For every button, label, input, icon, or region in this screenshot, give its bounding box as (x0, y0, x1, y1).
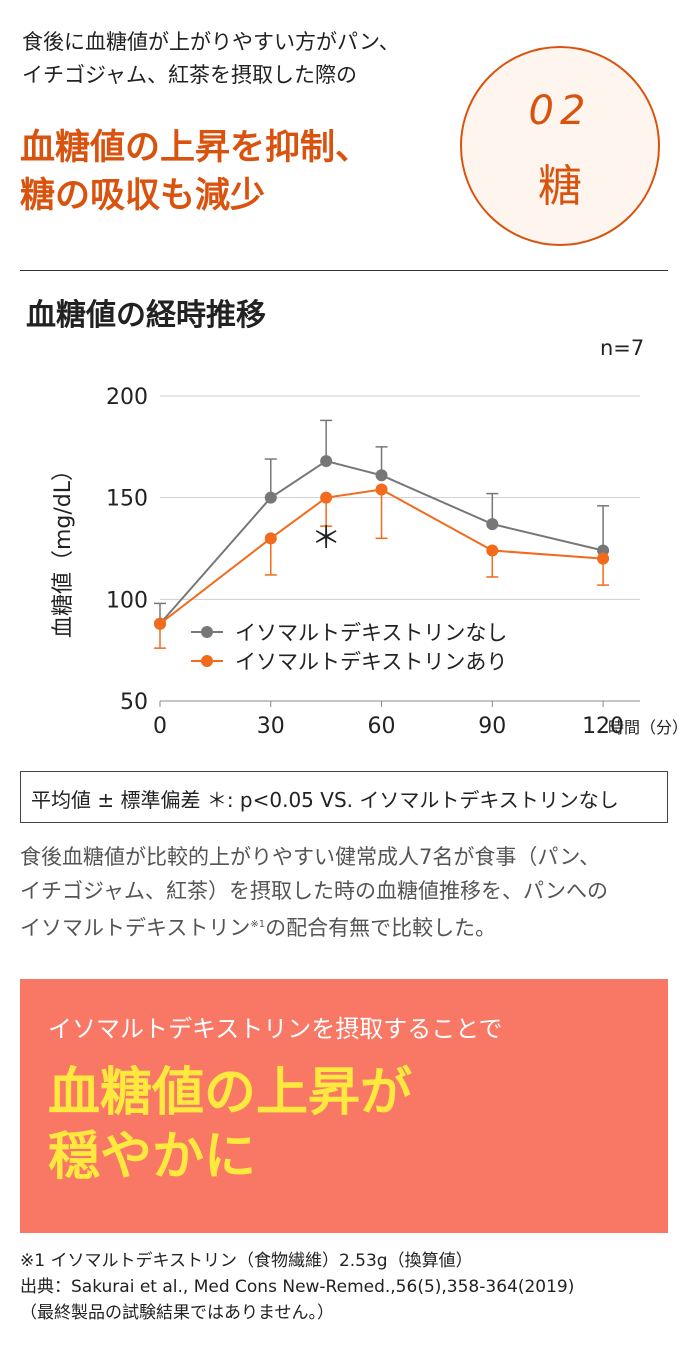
data-point (375, 469, 388, 482)
callout-main-line-1: 血糖値の上昇が (48, 1063, 413, 1123)
legend-label: イソマルトデキストリンなし (235, 621, 507, 645)
description-line-3: イソマルトデキストリン※1の配合有無で比較した。 (20, 908, 680, 945)
headline: 血糖値の上昇を抑制、 糖の吸収も減少 (20, 124, 450, 220)
callout-box: イソマルトデキストリンを摂取することで 血糖値の上昇が 穏やかに (20, 979, 668, 1233)
legend-note: 平均値 ± 標準偏差 ＊: p<0.05 VS. イソマルトデキストリンなし (31, 788, 619, 812)
data-point (264, 491, 277, 504)
data-point (597, 552, 610, 565)
sample-size-label: n=7 (600, 336, 645, 360)
legend-swatch-marker (201, 626, 213, 638)
x-tick-label: 0 (153, 714, 167, 739)
series-2 (154, 483, 610, 649)
callout-main-line-2: 穏やかに (48, 1127, 257, 1187)
data-point (264, 532, 277, 545)
significance-marker: ＊ (311, 521, 341, 556)
x-tick-label: 60 (368, 714, 396, 739)
footnote-ref: ※1 (250, 919, 266, 930)
category-badge: 02 糖 (460, 46, 660, 246)
series-line (159, 459, 604, 625)
badge-number: 02 (528, 88, 592, 134)
chart-title: 血糖値の経時推移 (26, 298, 266, 333)
badge-label: 糖 (538, 161, 582, 212)
x-tick-label: 120 (582, 714, 624, 739)
intro-text: 食後に血糖値が上がりやすい方がパン、 イチゴジャム、紅茶を摂取した際の (22, 26, 502, 92)
footnote-1: ※1 イソマルトデキストリン（食物繊維）2.53g（換算値） (20, 1251, 473, 1271)
blood-glucose-chart: 0 30 60 90 120 50 100 150 200 血糖値（mg/dL） 時間（分） ＊ イソマ… (51, 385, 688, 739)
x-axis-label: 時間（分） (608, 718, 688, 737)
description-line-3-a: イソマルトデキストリン (20, 916, 251, 940)
data-point (486, 544, 499, 557)
description: 食後血糖値が比較的上がりやすい健常成人7名が食事（パン、 イチゴジャム、紅茶）を… (20, 840, 680, 945)
legend-label: イソマルトデキストリンあり (235, 650, 507, 674)
y-tick-label: 200 (106, 385, 148, 410)
legend-swatch-marker (201, 655, 213, 667)
legend-note-box: 平均値 ± 標準偏差 ＊: p<0.05 VS. イソマルトデキストリンなし (20, 771, 668, 823)
y-tick-label: 50 (120, 690, 148, 715)
callout-subtitle: イソマルトデキストリンを摂取することで (48, 1015, 503, 1043)
description-line-2: イチゴジャム、紅茶）を摂取した時の血糖値推移を、パンへの (20, 879, 608, 903)
series-line (159, 488, 604, 625)
footnote-source: 出典：Sakurai et al., Med Cons New-Remed.,5… (20, 1277, 575, 1297)
data-point (320, 491, 333, 504)
data-point (154, 617, 166, 630)
footnotes: ※1 イソマルトデキストリン（食物繊維）2.53g（換算値） 出典：Sakura… (20, 1248, 680, 1326)
intro-line-2: イチゴジャム、紅茶を摂取した際の (22, 63, 357, 87)
x-tick-label: 30 (257, 714, 285, 739)
footnote-disclaimer: （最終製品の試験結果ではありません。） (20, 1303, 334, 1323)
intro-line-1: 食後に血糖値が上がりやすい方がパン、 (22, 30, 400, 54)
headline-line-2: 糖の吸収も減少 (20, 176, 266, 216)
x-tick-label: 90 (478, 714, 506, 739)
callout-main-text: 血糖値の上昇が 穏やかに (48, 1061, 412, 1189)
y-axis-label: 血糖値（mg/dL） (51, 459, 76, 638)
divider (20, 270, 668, 271)
data-point (486, 518, 499, 531)
data-point (320, 455, 333, 468)
y-tick-label: 100 (106, 588, 148, 613)
description-line-3-b: の配合有無で比較した。 (265, 916, 497, 940)
y-tick-label: 150 (106, 487, 148, 512)
description-line-1: 食後血糖値が比較的上がりやすい健常成人7名が食事（パン、 (20, 845, 601, 869)
headline-line-1: 血糖値の上昇を抑制、 (20, 128, 371, 168)
data-point (375, 483, 388, 496)
